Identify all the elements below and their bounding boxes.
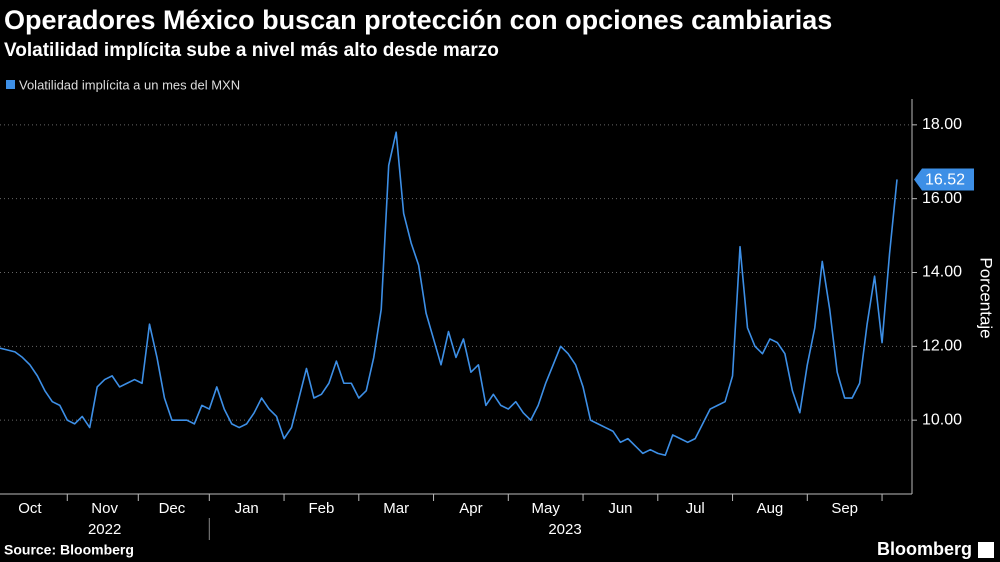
year-label: 2023: [548, 521, 581, 538]
x-tick-label: Feb: [308, 500, 334, 517]
chart-title: Operadores México buscan protección con …: [4, 5, 832, 35]
x-tick-label: Jun: [608, 500, 632, 517]
x-tick-label: Apr: [459, 500, 482, 517]
last-value-label: 16.52: [925, 172, 965, 189]
brand-icon: [978, 542, 994, 558]
legend-swatch: [6, 80, 15, 89]
year-label: 2022: [88, 521, 121, 538]
x-tick-label: Aug: [757, 500, 784, 517]
y-tick-label: 16.00: [922, 190, 962, 207]
source: Source: Bloomberg: [4, 542, 134, 558]
chart-subtitle: Volatilidad implícita sube a nivel más a…: [4, 40, 499, 61]
x-tick-label: Dec: [159, 500, 186, 517]
x-tick-label: Oct: [18, 500, 42, 517]
y-tick-label: 14.00: [922, 264, 962, 281]
y-tick-label: 12.00: [922, 338, 962, 355]
x-tick-label: Jan: [235, 500, 259, 517]
line-series: [0, 131, 898, 457]
y-tick-label: 10.00: [922, 411, 962, 428]
last-value-tag: [914, 168, 974, 191]
brand: Bloomberg: [877, 539, 972, 559]
x-tick-label: Mar: [383, 500, 409, 517]
y-tick-label: 18.00: [922, 116, 962, 133]
y-axis-label: Porcentaje: [977, 257, 996, 338]
legend-label: Volatilidad implícita a un mes del MXN: [19, 77, 240, 92]
x-tick-label: Sep: [831, 500, 858, 517]
x-tick-label: Jul: [686, 500, 705, 517]
x-tick-label: Nov: [91, 500, 118, 517]
x-tick-label: May: [532, 500, 561, 517]
